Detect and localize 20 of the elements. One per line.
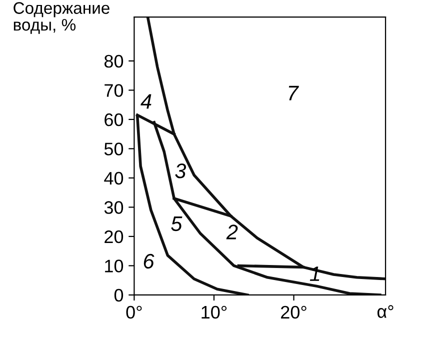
annotation: 5 [171, 216, 182, 232]
x-tick-label: 10° [202, 306, 227, 319]
y-tick-label: 80 [104, 54, 124, 68]
annotation: 7 [288, 86, 299, 100]
y-tick-label: 40 [104, 172, 124, 185]
y-tick-label: 10 [105, 260, 124, 272]
x-tick-label: 20° [281, 306, 306, 319]
x-tick-label: 0° [126, 306, 142, 319]
annotation: 6 [144, 254, 154, 269]
y-tick-label: 70 [104, 84, 124, 97]
annotation: 2 [226, 224, 238, 240]
y-axis-title: Содержание воды, % [14, 2, 110, 34]
annotation: 4 [140, 94, 152, 109]
y-tick-label: 0 [114, 288, 124, 302]
y-tick-label: 20 [104, 230, 124, 244]
annotation: 3 [175, 164, 186, 178]
y-tick-label: 50 [104, 142, 124, 156]
y-tick-label: 30 [104, 201, 124, 214]
x-axis-title: α° [377, 305, 394, 318]
y-tick-label: 60 [104, 113, 124, 126]
